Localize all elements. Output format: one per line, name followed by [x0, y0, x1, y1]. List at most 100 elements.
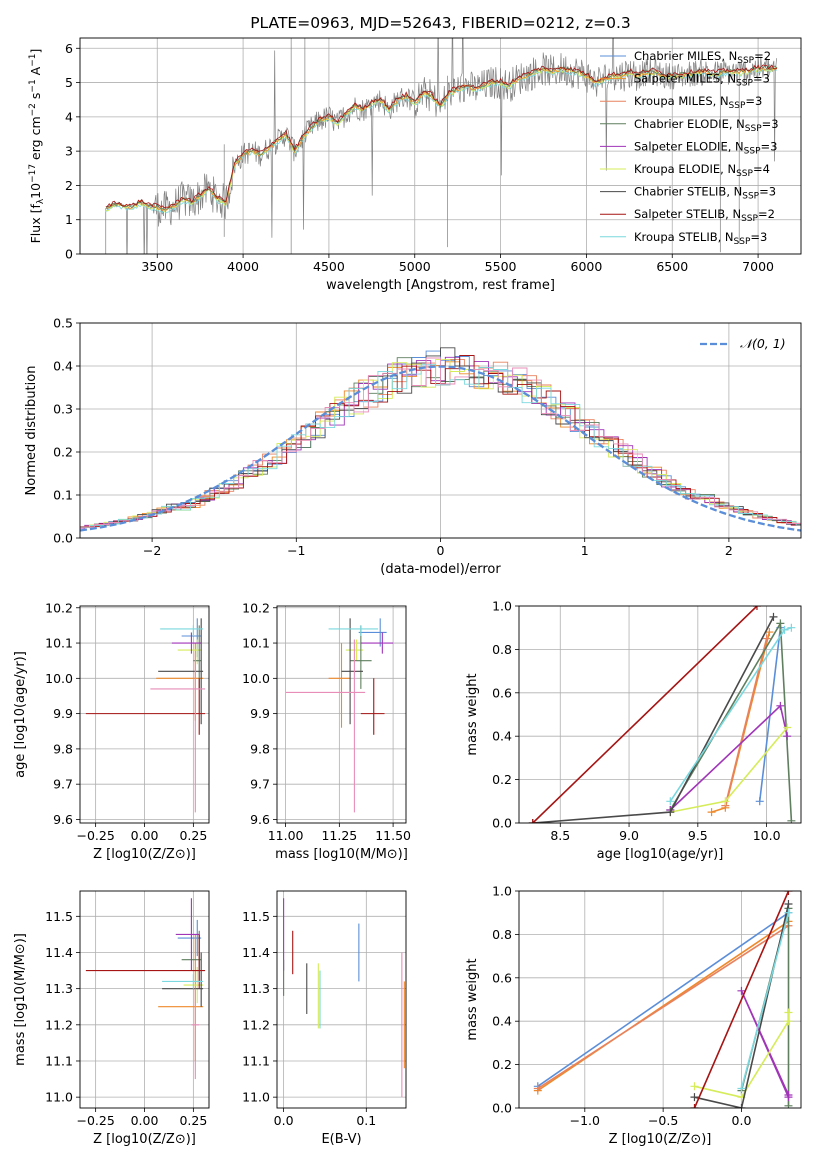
- series-line-salpeter_miles: [537, 920, 789, 1092]
- x-tick-label: 11.25: [321, 828, 357, 843]
- y-tick-label: 11.1: [45, 1053, 73, 1068]
- x-tick-label: −0.25: [76, 828, 114, 843]
- y-tick-label: 0.2: [53, 445, 73, 460]
- series-line-kroupa_stelib: [740, 912, 790, 1089]
- series-marker-salpeter_stelib: [528, 819, 537, 823]
- legend-subscript: SSP: [745, 124, 762, 134]
- series-line-kroupa_elodie: [694, 1012, 790, 1099]
- y-tick-label: 11.4: [242, 945, 270, 960]
- x-tick-label: 5500: [485, 259, 517, 274]
- x-axis-label: E(B-V): [321, 1132, 361, 1147]
- y-tick-label: 10.0: [242, 671, 270, 686]
- x-tick-label: −2: [143, 543, 161, 558]
- series-line-kroupa_miles: [537, 925, 789, 1090]
- y-tick-label: 1: [65, 212, 73, 227]
- y-tick-label: 9.9: [53, 706, 73, 721]
- series-marker-salpeter_elodie: [737, 986, 746, 995]
- x-tick-label: 0: [437, 543, 445, 558]
- series-marker-salpeter_stelib: [752, 606, 761, 610]
- series-line-chabrier_miles: [537, 912, 789, 1087]
- legend-subscript: SSP: [742, 192, 759, 202]
- histogram-lines: [80, 347, 801, 532]
- age_vs_Z-points: [85, 618, 206, 813]
- y-tick-label: 10.2: [45, 600, 73, 615]
- x-axis-label: mass [log10(M/M⊙)]: [275, 847, 408, 862]
- age_vs_Z-axes: [80, 606, 209, 823]
- legend-subscript: SSP: [737, 56, 754, 66]
- x-tick-label: 6000: [571, 259, 603, 274]
- x-tick-label: −0.25: [76, 1113, 114, 1128]
- y-tick-label: 11.5: [242, 909, 270, 924]
- label-superscript: −2: [28, 103, 38, 116]
- y-tick-label: 10.1: [45, 636, 73, 651]
- legend-value: =3: [761, 139, 778, 153]
- legend-subscript: SSP: [734, 237, 751, 247]
- chart-title: PLATE=0963, MJD=52643, FIBERID=0212, z=0…: [250, 14, 631, 32]
- y-tick-label: 11.0: [242, 1090, 270, 1105]
- x-tick-label: 0.1: [356, 1113, 376, 1128]
- label-part: s: [28, 93, 43, 104]
- y-tick-label: 0.4: [492, 729, 512, 744]
- y-tick-label: 0.4: [53, 359, 73, 374]
- legend-label: Kroupa MILES, NSSP=3: [634, 94, 762, 111]
- spectrum-frame: 3500 4000 4500 5000 5500 6000 6500 7000 0 1 2 3 4 5 6 w…: [28, 37, 802, 293]
- mass_weight_vs_age-frame: 8.5 9.0 9.5 10.0 0.0 0.2 0.4 0.6 0.8 1.0 age [log1…: [465, 599, 802, 862]
- legend-subscript: SSP: [729, 101, 746, 111]
- y-axis-label: mass weight: [465, 958, 480, 1040]
- series-marker-chabrier_stelib: [784, 900, 793, 909]
- x-tick-label: 9.0: [619, 828, 639, 843]
- model-spectrum-salpeter_stelib: [105, 64, 778, 209]
- series-marker-chabrier_elodie: [787, 816, 796, 823]
- y-tick-label: 1.0: [492, 884, 512, 899]
- y-tick-label: 0.2: [492, 772, 512, 787]
- y-tick-label: 0.6: [492, 970, 512, 985]
- series-line-kroupa_elodie: [670, 726, 788, 813]
- label-part: A: [28, 66, 43, 79]
- x-tick-label: 10.0: [753, 828, 781, 843]
- age_vs_mass-points: [285, 618, 394, 813]
- series-marker-kroupa_elodie: [721, 797, 730, 806]
- legend-value: =2: [758, 207, 775, 221]
- legend-value: =2: [754, 49, 771, 63]
- series-marker-chabrier_stelib: [690, 1093, 699, 1102]
- legend-label: Kroupa STELIB, NSSP=3: [634, 230, 767, 247]
- y-tick-label: 11.4: [45, 945, 73, 960]
- y-tick-label: 10.0: [45, 671, 73, 686]
- x-tick-label: 0.25: [179, 828, 207, 843]
- y-tick-label: 0.2: [492, 1057, 512, 1072]
- x-tick-label: 0.0: [274, 1113, 294, 1128]
- legend-subscript: SSP: [736, 169, 753, 179]
- x-tick-label: 0.25: [179, 1113, 207, 1128]
- x-tick-label: −0.5: [648, 1113, 678, 1128]
- series-marker-chabrier_stelib: [666, 808, 675, 817]
- age_vs_mass-frame: 11.00 11.25 11.50 9.6 9.7 9.8 9.9 10.0 10.1 10.2 m…: [242, 600, 411, 862]
- series-marker-kroupa_elodie: [690, 1082, 699, 1091]
- legend-value: =3: [745, 94, 762, 108]
- histogram-salpeter_stelib: [80, 355, 801, 528]
- y-tick-label: 9.8: [250, 741, 270, 756]
- label-part: 10: [28, 183, 43, 199]
- series-marker-kroupa_miles: [762, 634, 771, 643]
- y-tick-label: 9.8: [53, 741, 73, 756]
- series-marker-kroupa_elodie: [783, 723, 792, 732]
- spectrum-legend: Chabrier MILES, NSSP=2 Salpeter MILES, NS…: [600, 49, 779, 247]
- mass_vs_Z-frame: −0.25 0.00 0.25 11.0 11.1 11.2 11.3 11.4 11.5 Z […: [13, 890, 210, 1147]
- mass_weight_vs_age-axes: [519, 605, 801, 824]
- normal-curve: [80, 365, 801, 532]
- x-tick-label: 4000: [227, 259, 259, 274]
- y-tick-label: 9.7: [53, 777, 73, 792]
- label-subscript: λ: [36, 198, 46, 204]
- legend-subscript: SSP: [741, 214, 758, 224]
- mass_vs_ebv-frame: 0.0 0.1 11.0 11.1 11.2 11.3 11.4 11.5 E(B-V): [242, 890, 407, 1147]
- series-line-kroupa_miles: [724, 638, 768, 806]
- series-marker-salpeter_stelib: [690, 1104, 699, 1108]
- y-axis-label: Normed distribution: [24, 366, 39, 496]
- legend-value: =4: [753, 162, 770, 176]
- x-tick-label: 8.5: [550, 828, 570, 843]
- x-axis-label: Z [log10(Z/Z⊙)]: [93, 1132, 196, 1147]
- y-tick-label: 11.0: [45, 1090, 73, 1105]
- legend-label: Salpeter STELIB, NSSP=2: [634, 207, 775, 224]
- y-tick-label: 0.5: [53, 316, 73, 331]
- series-marker-kroupa_stelib: [780, 625, 789, 634]
- y-tick-label: 0.6: [492, 685, 512, 700]
